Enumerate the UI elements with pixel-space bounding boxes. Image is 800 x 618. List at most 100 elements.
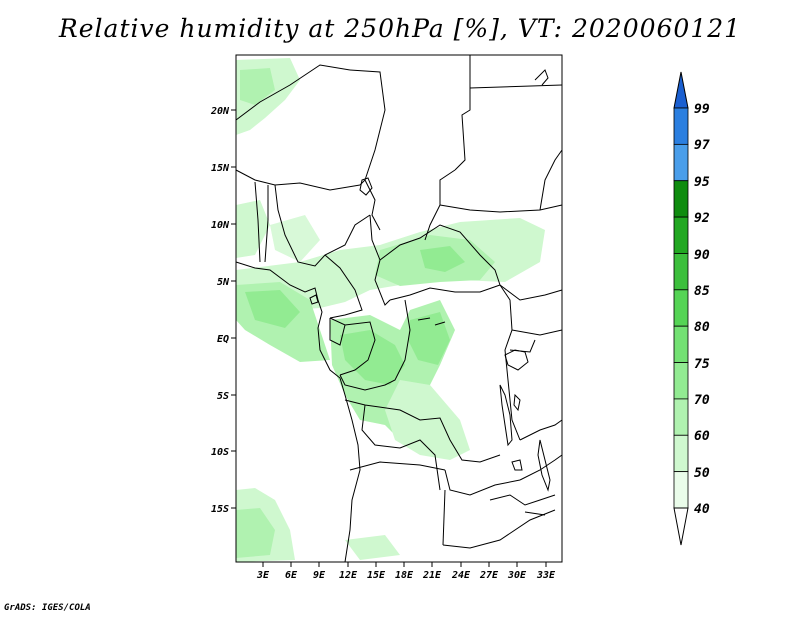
lon-label: 18E bbox=[395, 570, 414, 581]
lon-label: 6E bbox=[285, 570, 298, 581]
border-kenya-uganda bbox=[511, 329, 563, 336]
border-drc-south bbox=[344, 399, 501, 463]
coast-lake-malawi bbox=[537, 439, 551, 492]
border-tanzania bbox=[519, 419, 563, 441]
border-angola-namibia bbox=[349, 461, 446, 471]
border-benin bbox=[254, 181, 261, 263]
coast-lake-mweru bbox=[511, 459, 523, 471]
border-algeria-mali bbox=[235, 64, 351, 121]
border-nigeria-east bbox=[274, 184, 371, 267]
coast-lake-kivu bbox=[513, 393, 521, 412]
colorbar-box bbox=[673, 180, 689, 218]
map-title: Relative humidity at 250hPa [%], VT: 202… bbox=[58, 14, 742, 43]
border-sudan-east bbox=[539, 149, 563, 211]
lon-label: 33E bbox=[536, 570, 556, 581]
lat-label: 5N bbox=[217, 277, 230, 288]
border-nigeria-west bbox=[264, 185, 269, 263]
colorbar: 99 97 95 92 90 85 80 75 70 60 50 40 bbox=[673, 71, 710, 546]
colorbar-label: 85 bbox=[694, 284, 710, 299]
country-borders bbox=[235, 55, 563, 549]
border-sudan-top bbox=[469, 84, 563, 89]
humidity-patch-congo-east bbox=[408, 312, 450, 365]
coast-lake-victoria bbox=[504, 349, 529, 371]
lat-label: 15N bbox=[211, 163, 230, 174]
border-ethiopia bbox=[499, 284, 563, 301]
border-chad-niger bbox=[364, 179, 381, 231]
colorbar-box bbox=[673, 143, 689, 182]
lon-label: 12E bbox=[339, 570, 358, 581]
lon-label: 24E bbox=[451, 570, 471, 581]
border-mozambique bbox=[519, 454, 563, 481]
colorbar-box bbox=[673, 289, 689, 327]
border-car-north bbox=[379, 224, 501, 286]
colorbar-box bbox=[673, 107, 689, 145]
coast-gulf-of-guinea bbox=[235, 261, 361, 563]
coast-lake-kariba bbox=[524, 511, 546, 516]
colorbar-box bbox=[673, 325, 689, 363]
colorbar-box bbox=[673, 398, 689, 436]
coast-lake-small-2 bbox=[434, 321, 446, 326]
coast-lake-chad bbox=[359, 177, 373, 196]
humidity-patch-north-inner bbox=[240, 68, 275, 105]
colorbar-label: 95 bbox=[694, 175, 710, 190]
latitude-labels: 20N 15N 10N 5N EQ 5S 10S 15S bbox=[210, 106, 230, 515]
lat-label: EQ bbox=[217, 334, 229, 345]
humidity-patch-car-core bbox=[420, 246, 465, 272]
colorbar-bottom-triangle bbox=[673, 507, 689, 546]
colorbar-box bbox=[673, 253, 689, 291]
border-drc-east bbox=[499, 284, 521, 441]
border-botswana bbox=[442, 509, 556, 549]
colorbar-box bbox=[673, 362, 689, 400]
lon-label: 15E bbox=[367, 570, 386, 581]
border-zimbabwe bbox=[489, 494, 556, 506]
grads-credit: GrADS: IGES/COLA bbox=[4, 603, 91, 613]
coast-lake-tanganyika bbox=[499, 384, 513, 447]
coastlines bbox=[235, 69, 551, 563]
humidity-patch-congo-core bbox=[340, 330, 405, 385]
coast-red-sea-edge bbox=[534, 69, 549, 86]
map-frame bbox=[235, 54, 563, 563]
lat-label: 5S bbox=[217, 391, 229, 402]
colorbar-label: 75 bbox=[694, 357, 710, 372]
axis-ticks bbox=[231, 109, 547, 567]
lat-label: 10S bbox=[211, 447, 229, 458]
border-gabon bbox=[329, 318, 346, 346]
coast-lake-small-1 bbox=[417, 317, 431, 321]
humidity-patch-gulf-core bbox=[245, 290, 300, 328]
lon-label: 21E bbox=[422, 570, 442, 581]
lat-label: 15S bbox=[211, 504, 229, 515]
border-libya-niger bbox=[349, 69, 386, 186]
colorbar-label: 80 bbox=[694, 320, 710, 335]
colorbar-box bbox=[673, 434, 689, 473]
border-namibia bbox=[442, 489, 446, 546]
lat-label: 10N bbox=[211, 220, 230, 231]
lon-label: 9E bbox=[313, 570, 326, 581]
humidity-shading bbox=[236, 58, 545, 562]
colorbar-label: 99 bbox=[694, 102, 710, 117]
colorbar-label: 60 bbox=[694, 429, 710, 444]
colorbar-label: 92 bbox=[694, 211, 710, 226]
border-zambia bbox=[444, 469, 521, 496]
colorbar-label: 50 bbox=[694, 466, 710, 481]
border-drc-west bbox=[339, 299, 411, 391]
border-angola-zambia bbox=[361, 404, 441, 491]
colorbar-box bbox=[673, 471, 689, 509]
longitude-labels: 3E 6E 9E 12E 15E 18E 21E 24E 27E 30E 33E bbox=[256, 570, 556, 581]
humidity-patch-south-central bbox=[385, 380, 470, 460]
lon-label: 3E bbox=[256, 570, 270, 581]
colorbar-boxes bbox=[673, 107, 689, 509]
colorbar-label: 40 bbox=[694, 502, 710, 517]
colorbar-box bbox=[673, 216, 689, 254]
lon-label: 27E bbox=[479, 570, 499, 581]
colorbar-top-triangle bbox=[673, 71, 689, 109]
colorbar-label: 97 bbox=[694, 138, 710, 153]
coast-island-bioko bbox=[309, 294, 319, 305]
colorbar-label: 90 bbox=[694, 248, 710, 263]
border-niger-nigeria bbox=[235, 169, 361, 191]
border-south-sudan bbox=[439, 204, 563, 213]
humidity-patch-south-coast bbox=[345, 535, 400, 560]
humidity-patch-west-sahel bbox=[236, 200, 270, 258]
border-egypt-sudan bbox=[454, 55, 471, 171]
colorbar-label: 70 bbox=[694, 393, 710, 408]
